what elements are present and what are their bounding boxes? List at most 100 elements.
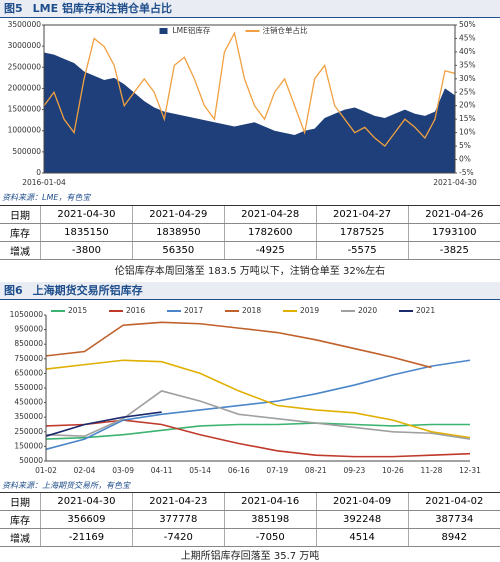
y-tick-label: 950000 — [14, 325, 43, 334]
table-cell: 8942 — [407, 528, 500, 547]
figure-title: LME 铝库存和注销仓单占比 — [32, 2, 172, 15]
table-cell: 1793100 — [407, 223, 500, 242]
y-tick-label: 250000 — [14, 427, 43, 436]
y-tick-label: 750000 — [14, 354, 43, 363]
table-cell: -4925 — [223, 241, 317, 260]
y-tick-label: 1050000 — [10, 310, 44, 319]
y2-tick-label: 5% — [459, 141, 471, 150]
line — [45, 321, 432, 369]
chart: 50000 150000 250000 350000 450000 550000 65000… — [10, 306, 482, 475]
x-tick-label: 05-14 — [189, 466, 211, 475]
data-table: 日期 2021-04-30 2021-04-29 2021-04-28 2021-04-… — [0, 205, 500, 260]
x-tick-label: 2021-04-30 — [433, 178, 477, 187]
table-cell: 2021-04-09 — [315, 492, 409, 511]
table-cell: 2021-04-29 — [131, 205, 225, 224]
table-cell: 377778 — [131, 510, 225, 529]
table-cell: 385198 — [223, 510, 317, 529]
y-tick-label: 500000 — [12, 147, 41, 156]
y-tick-label: 3500000 — [8, 20, 42, 29]
x-tick-label: 11-28 — [421, 466, 443, 475]
table-row: 库存 1835150 1838950 1782600 1787525 1793100 — [0, 223, 500, 242]
table-cell: 1782600 — [223, 223, 317, 242]
source: 资料来源：上海期货交易所，有色宝 — [2, 481, 130, 490]
table-cell: 库存 — [0, 510, 41, 529]
y2-tick-label: 25% — [459, 87, 476, 96]
x-tick-label: 02-04 — [74, 466, 96, 475]
legend-label: 2018 — [242, 306, 261, 315]
table-cell: 2021-04-30 — [40, 205, 133, 224]
chart: 0 500000 1000000 1500000 2000000 2500000 30000… — [8, 20, 477, 187]
table-cell: 387734 — [407, 510, 500, 529]
table-row: 日期 2021-04-30 2021-04-23 2021-04-16 2021-04-… — [0, 492, 500, 511]
table-cell: 4514 — [315, 528, 409, 547]
y-tick-label: 150000 — [14, 441, 43, 450]
y-tick-label: 550000 — [14, 383, 43, 392]
table-cell: 2021-04-02 — [407, 492, 500, 511]
line — [43, 31, 456, 148]
table-cell: 2021-04-23 — [131, 492, 225, 511]
table-cell: -7420 — [131, 528, 225, 547]
table-cell: -3825 — [407, 241, 500, 260]
line — [45, 411, 162, 437]
table-row: 增减 -3800 56350 -4925 -5575 -3825 — [0, 241, 500, 260]
legend-label: 2021 — [416, 306, 435, 315]
line — [45, 390, 471, 440]
table-cell: 2021-04-26 — [407, 205, 500, 224]
table-cell: 库存 — [0, 223, 41, 242]
y-tick-label: 2500000 — [8, 62, 42, 71]
line — [45, 422, 470, 440]
x-tick-label: 08-21 — [305, 466, 327, 475]
y-tick-label: 3000000 — [8, 41, 42, 50]
figure-label: 图6 — [4, 284, 23, 297]
area — [44, 52, 455, 173]
y-tick-label: 2000000 — [8, 83, 42, 92]
figure-title: 上海期货交易所铝库存 — [32, 284, 143, 297]
data-table: 日期 2021-04-30 2021-04-23 2021-04-16 2021-04-… — [0, 492, 500, 547]
table-cell: 1787525 — [315, 223, 409, 242]
table-row: 增减 -21169 -7420 -7050 4514 8942 — [0, 528, 500, 547]
table-cell: 1835150 — [40, 223, 133, 242]
table-cell: 日期 — [0, 492, 41, 511]
legend-label: 2015 — [68, 306, 87, 315]
y2-tick-label: -5% — [459, 168, 474, 177]
legend-label: 2020 — [358, 306, 377, 315]
legend-label: 2017 — [184, 306, 203, 315]
table-cell: 392248 — [315, 510, 409, 529]
x-tick-label: 09-23 — [343, 466, 365, 475]
y-tick-label: 1500000 — [8, 105, 42, 114]
line — [45, 359, 471, 439]
source: 资料来源：LME，有色宝 — [2, 193, 91, 202]
table-row: 日期 2021-04-30 2021-04-29 2021-04-28 2021-04-… — [0, 205, 500, 224]
y2-tick-label: 15% — [459, 114, 476, 123]
x-tick-label: 04-11 — [151, 466, 173, 475]
table-cell: 1838950 — [131, 223, 225, 242]
legend-label: 2019 — [300, 306, 319, 315]
y2-tick-label: 50% — [459, 20, 476, 29]
table-cell: -7050 — [223, 528, 317, 547]
x-tick-label: 2016-01-04 — [22, 178, 66, 187]
caption: 伦铝库存本周回落至 183.5 万吨以下，注销仓单至 32%左右 — [114, 266, 386, 277]
line — [45, 359, 471, 451]
table-cell: 356609 — [40, 510, 133, 529]
y2-tick-label: 45% — [459, 33, 476, 42]
x-tick-label: 10-26 — [382, 466, 404, 475]
table-cell: 2021-04-27 — [315, 205, 409, 224]
y-tick-label: 450000 — [14, 398, 43, 407]
x-tick-label: 03-09 — [112, 466, 134, 475]
legend-swatch — [159, 28, 168, 34]
x-tick-label: 07-19 — [266, 466, 288, 475]
x-tick-label: 01-02 — [35, 466, 57, 475]
y-tick-label: 650000 — [14, 368, 43, 377]
table-cell: -5575 — [315, 241, 409, 260]
table-cell: 2021-04-28 — [223, 205, 317, 224]
legend-label: LME铝库存 — [173, 25, 211, 35]
figure-header: 图6 上海期货交易所铝库存 — [0, 282, 500, 300]
y-tick-label: 350000 — [14, 412, 43, 421]
table-cell: -3800 — [40, 241, 133, 260]
table-cell: 日期 — [0, 205, 41, 224]
table-cell: 2021-04-30 — [40, 492, 133, 511]
x-tick-label: 12-31 — [459, 466, 481, 475]
legend-label: 注销仓单占比 — [263, 25, 308, 35]
y2-tick-label: 0% — [459, 155, 471, 164]
